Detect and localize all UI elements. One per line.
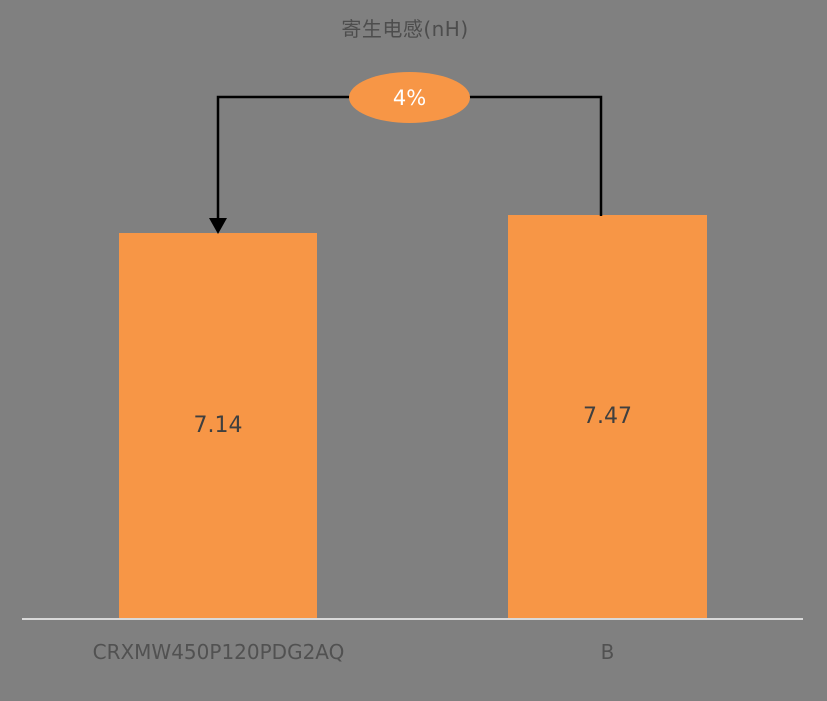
difference-badge-label: 4% <box>392 85 427 110</box>
x-axis-line <box>22 618 803 620</box>
category-label-crxmw450p120pdg2aq: CRXMW450P120PDG2AQ <box>92 640 345 664</box>
category-label-b: B <box>600 640 615 664</box>
difference-badge: 4% <box>349 72 470 123</box>
chart-title: 寄生电感(nH) <box>341 17 469 41</box>
bar-value-label: 7.14 <box>193 413 243 438</box>
bar-b: 7.47 <box>508 215 707 618</box>
arrowhead-down-icon <box>209 218 227 234</box>
bar-value-label: 7.47 <box>583 404 632 429</box>
bar-crxmw450p120pdg2aq: 7.14 <box>119 233 317 618</box>
